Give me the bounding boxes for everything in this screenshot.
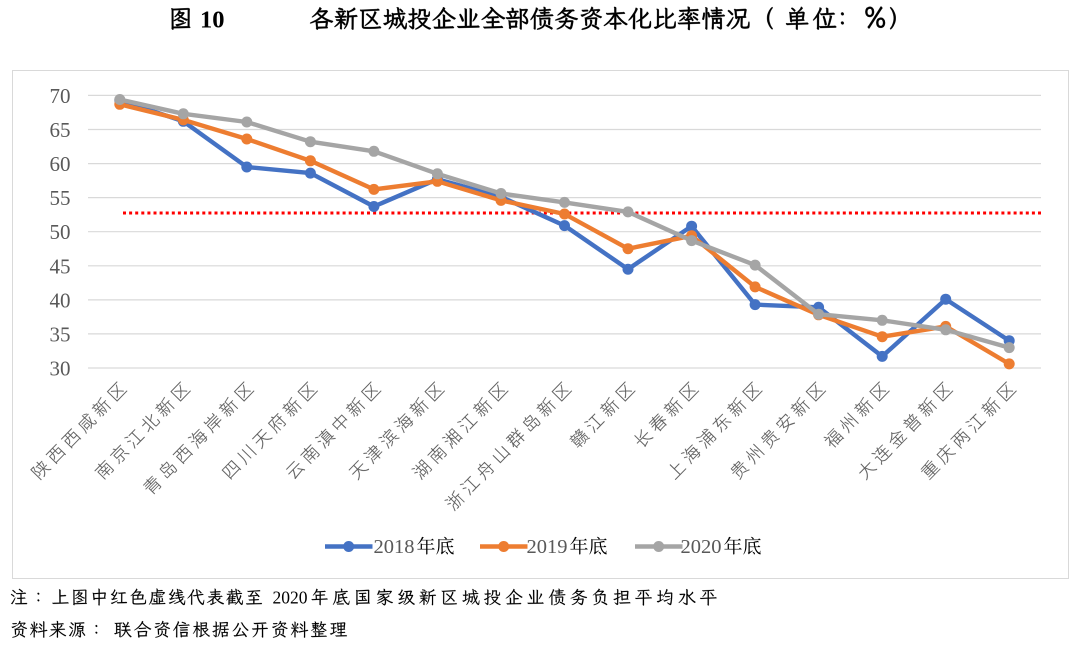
- svg-text:65: 65: [50, 118, 71, 142]
- svg-text:40: 40: [50, 288, 71, 312]
- svg-text:10: 10: [200, 6, 225, 33]
- svg-text:45: 45: [50, 254, 71, 278]
- svg-text:2020: 2020: [273, 588, 308, 608]
- svg-text:2019: 2019: [527, 536, 568, 558]
- svg-text:60: 60: [50, 152, 71, 176]
- svg-text:2018: 2018: [374, 536, 415, 558]
- svg-text:35: 35: [50, 322, 71, 346]
- svg-text:50: 50: [50, 220, 71, 244]
- svg-text:30: 30: [50, 357, 71, 381]
- svg-text:70: 70: [50, 84, 71, 108]
- svg-text:55: 55: [50, 186, 71, 210]
- svg-text:2020: 2020: [681, 536, 722, 558]
